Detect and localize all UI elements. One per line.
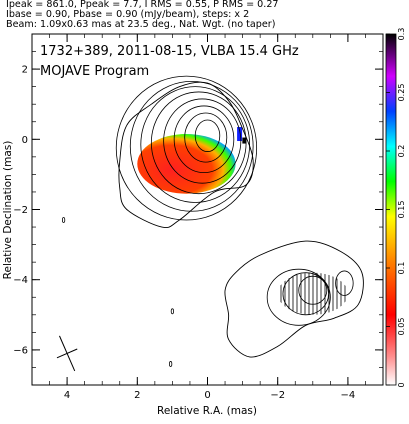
header-line-2: Ibase = 0.90, Pbase = 0.90 (mJy/beam), s…: [6, 9, 250, 20]
y-tick-label: 2: [22, 65, 28, 76]
x-tick-label: 2: [134, 390, 140, 401]
core-contour: [184, 112, 228, 163]
jet-contour: [335, 270, 354, 296]
x-tick-label: 0: [204, 390, 210, 401]
polarization-patch: [137, 134, 236, 194]
core-contour: [163, 98, 242, 184]
beam-minor-axis: [56, 348, 78, 359]
jet-polarization-vectors: [277, 272, 348, 315]
header-line-3: Beam: 1.09x0.63 mas at 23.5 deg., Nat. W…: [6, 19, 276, 30]
colorbar-tick-label: 0.15: [397, 201, 406, 219]
core-contour: [150, 91, 247, 195]
y-tick-label: −6: [13, 345, 28, 356]
core-contour: [173, 105, 235, 174]
header-line-1: Ipeak = 861.0, Ppeak = 7.7, I RMS = 0.55…: [6, 0, 279, 10]
plot-subtitle: MOJAVE Program: [40, 64, 149, 79]
plot-title: 1732+389, 2011-08-15, VLBA 15.4 GHz: [40, 44, 299, 59]
x-tick-label: −2: [270, 390, 285, 401]
x-axis-label: Relative R.A. (mas): [157, 405, 257, 417]
colorbar-tick-label: 0.1: [397, 262, 406, 275]
jet-contour: [298, 275, 328, 305]
y-tick-label: −4: [13, 275, 28, 286]
colorbar-tick-label: 0.2: [397, 145, 406, 158]
jet-contour: [282, 272, 329, 316]
colorbar-tick-label: 0.25: [397, 84, 406, 102]
jet-contour: [266, 268, 331, 326]
jet-outer-contour: [224, 240, 364, 358]
colorbar-tick-label: 0.05: [397, 318, 406, 336]
core-contour: [194, 119, 221, 152]
minor-contour-feature: [169, 361, 173, 367]
minor-contour-feature: [61, 217, 66, 223]
core-outer-contour: [118, 81, 254, 228]
y-tick-label: −2: [13, 205, 28, 216]
minor-contour-feature: [170, 308, 174, 315]
core-contour: [129, 80, 254, 212]
x-tick-label: 4: [64, 390, 70, 401]
colorbar-tick-label: 0: [397, 382, 406, 387]
polarization-edge-blue: [237, 127, 243, 142]
colorbar-tick-label: 0.3: [397, 28, 406, 41]
y-tick-label: 0: [22, 135, 28, 146]
core-contour: [140, 86, 251, 203]
x-tick-label: −4: [341, 390, 356, 401]
y-axis-label: Relative Declination (mas): [2, 141, 14, 280]
polarization-edge-dark: [242, 137, 247, 144]
core-contour: [115, 75, 258, 221]
